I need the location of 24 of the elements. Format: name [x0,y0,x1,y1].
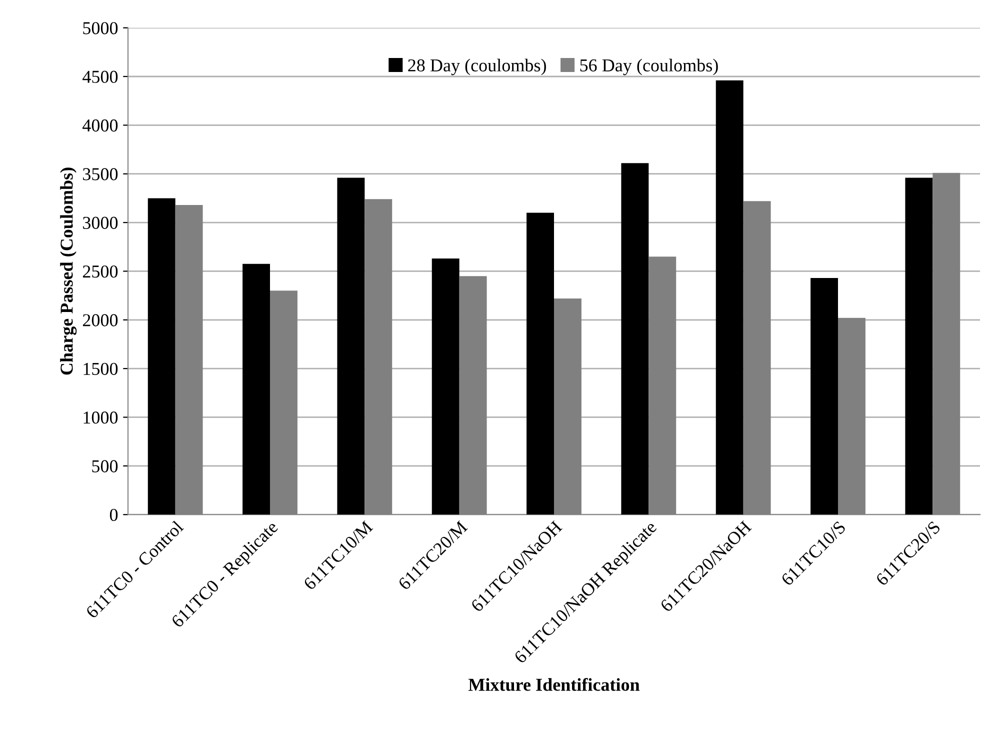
bar [242,264,270,515]
bar [432,258,460,515]
y-tick-label: 500 [92,460,118,472]
legend-label: 56 Day (coulombs) [580,58,718,76]
y-tick-label: 1500 [84,362,118,376]
y-tick-label: 3500 [83,168,118,180]
y-tick-label: 4000 [82,119,118,132]
legend-label: 28 Day (coulombs) [408,58,546,76]
bar [621,163,649,515]
y-tick-label: 0 [110,508,118,522]
bar [905,178,933,515]
y-tick-label: 4500 [82,70,118,83]
y-tick-label: 5000 [83,22,118,34]
bar [526,212,554,515]
bar [148,198,176,515]
y-tick-label: 1000 [84,411,118,424]
y-tick-label: 2000 [82,314,118,326]
y-axis-title: Charge Passed (Coulombs) [60,168,77,375]
bar [337,178,365,515]
x-axis-title: Mixture Identification [468,678,640,691]
bar [810,278,838,515]
y-tick-label: 3000 [83,216,118,229]
bar [716,80,744,515]
y-tick-label: 2500 [82,265,118,278]
